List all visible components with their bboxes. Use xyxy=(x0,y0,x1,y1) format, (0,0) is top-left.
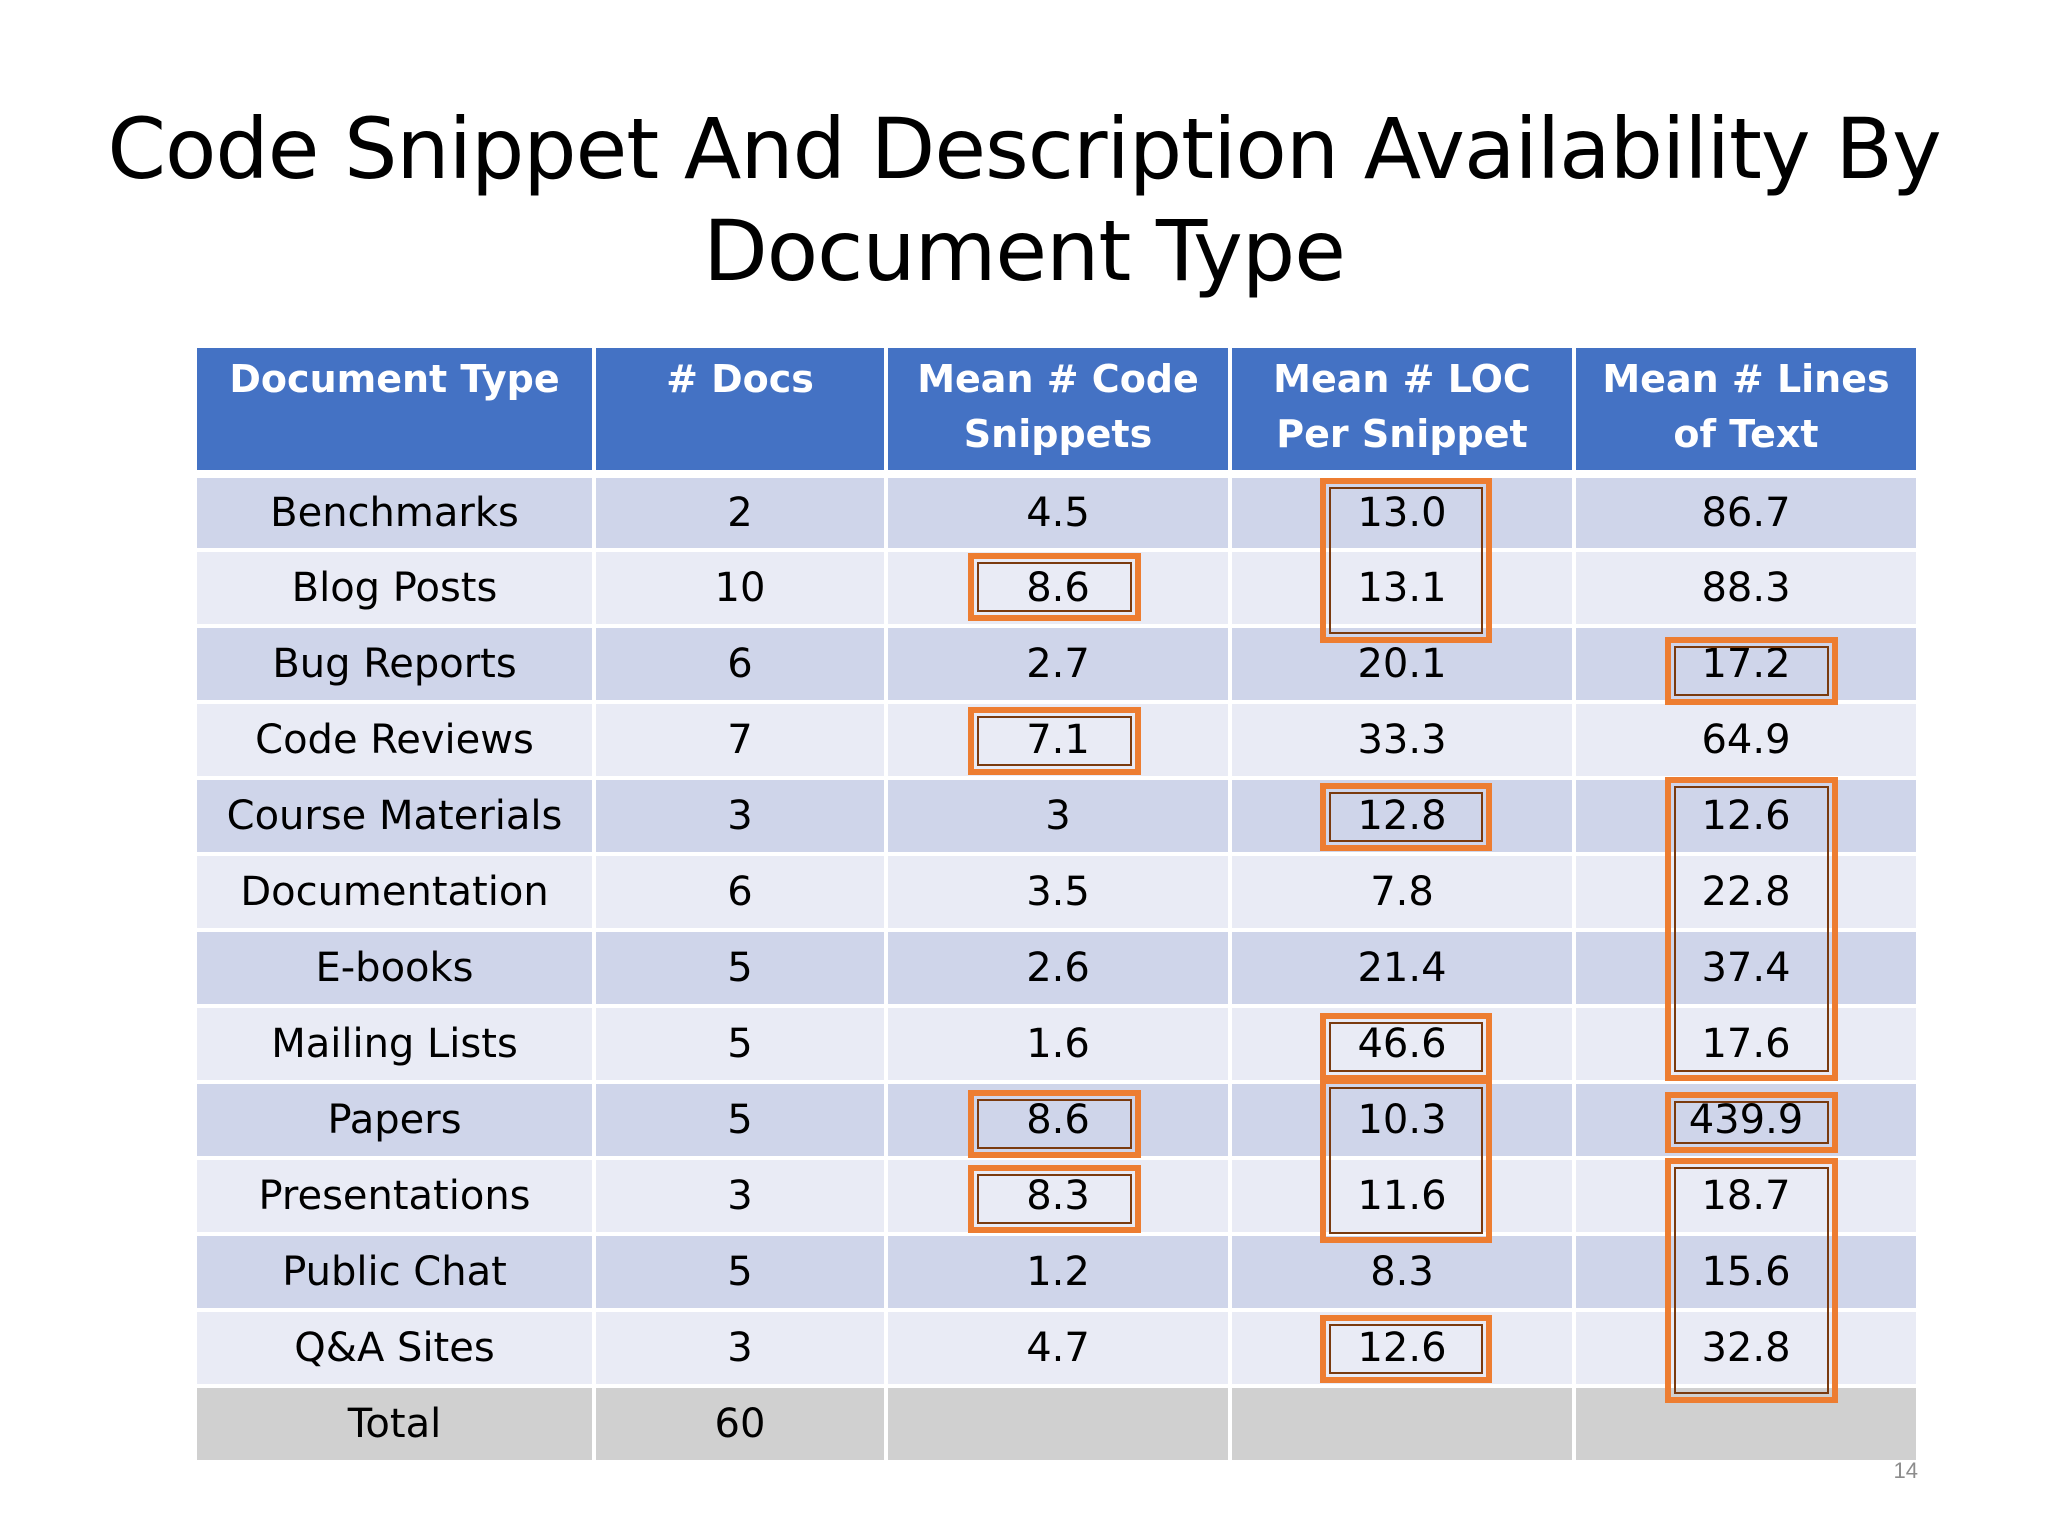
cell-docs: 7 xyxy=(594,702,888,780)
cell-docs: 2 xyxy=(594,474,888,552)
cell-loc-per-snippet: 33.3 xyxy=(1230,702,1576,780)
cell-loc-per-snippet: 11.6 xyxy=(1230,1158,1576,1236)
table-row: Course Materials 3 3 12.8 12.6 xyxy=(197,778,1916,856)
cell-lines-of-text: 12.6 xyxy=(1574,778,1916,856)
cell-code-snippets: 1.2 xyxy=(886,1234,1232,1312)
cell-document-type: Blog Posts xyxy=(197,550,596,628)
cell-total-docs: 60 xyxy=(594,1386,888,1464)
cell-docs: 3 xyxy=(594,1310,888,1388)
cell-document-type: Documentation xyxy=(197,854,596,932)
header-document-type: Document Type xyxy=(197,348,596,478)
cell-document-type: Public Chat xyxy=(197,1234,596,1312)
header-mean-code-snippets: Mean # Code Snippets xyxy=(886,348,1232,478)
cell-loc-per-snippet: 13.0 xyxy=(1230,474,1576,552)
cell-loc-per-snippet: 20.1 xyxy=(1230,626,1576,704)
cell-code-snippets: 4.5 xyxy=(886,474,1232,552)
cell-docs: 5 xyxy=(594,1234,888,1312)
cell-code-snippets: 2.7 xyxy=(886,626,1232,704)
cell-document-type: E-books xyxy=(197,930,596,1008)
table-row: Benchmarks 2 4.5 13.0 86.7 xyxy=(197,474,1916,552)
slide-number: 14 xyxy=(1893,1458,1918,1483)
document-type-table: Document Type # Docs Mean # Code Snippet… xyxy=(197,348,1916,1464)
cell-lines-of-text: 17.2 xyxy=(1574,626,1916,704)
cell-loc-per-snippet: 13.1 xyxy=(1230,550,1576,628)
table-row: Papers 5 8.6 10.3 439.9 xyxy=(197,1082,1916,1160)
cell-code-snippets: 3 xyxy=(886,778,1232,856)
cell-document-type: Benchmarks xyxy=(197,474,596,552)
cell-loc-per-snippet: 7.8 xyxy=(1230,854,1576,932)
cell-document-type: Papers xyxy=(197,1082,596,1160)
cell-lines-of-text: 88.3 xyxy=(1574,550,1916,628)
cell-docs: 3 xyxy=(594,1158,888,1236)
slide-title-line-1: Code Snippet And Description Availabilit… xyxy=(107,100,1941,198)
slide-title: Code Snippet And Description Availabilit… xyxy=(0,98,2048,302)
cell-lines-of-text: 86.7 xyxy=(1574,474,1916,552)
cell-document-type: Bug Reports xyxy=(197,626,596,704)
cell-docs: 5 xyxy=(594,1006,888,1084)
cell-document-type: Presentations xyxy=(197,1158,596,1236)
cell-docs: 3 xyxy=(594,778,888,856)
cell-code-snippets: 3.5 xyxy=(886,854,1232,932)
cell-document-type: Course Materials xyxy=(197,778,596,856)
cell-code-snippets: 4.7 xyxy=(886,1310,1232,1388)
table-row: Bug Reports 6 2.7 20.1 17.2 xyxy=(197,626,1916,704)
cell-code-snippets: 8.6 xyxy=(886,1082,1232,1160)
cell-document-type: Q&A Sites xyxy=(197,1310,596,1388)
cell-code-snippets: 8.3 xyxy=(886,1158,1232,1236)
cell-docs: 6 xyxy=(594,854,888,932)
cell-document-type: Mailing Lists xyxy=(197,1006,596,1084)
cell-docs: 10 xyxy=(594,550,888,628)
header-mean-loc-per-snippet: Mean # LOC Per Snippet xyxy=(1230,348,1576,478)
cell-docs: 5 xyxy=(594,930,888,1008)
table-row: Code Reviews 7 7.1 33.3 64.9 xyxy=(197,702,1916,780)
cell-document-type: Code Reviews xyxy=(197,702,596,780)
cell-lines-of-text: 18.7 xyxy=(1574,1158,1916,1236)
cell-docs: 6 xyxy=(594,626,888,704)
cell-code-snippets: 2.6 xyxy=(886,930,1232,1008)
cell-lines-of-text: 22.8 xyxy=(1574,854,1916,932)
cell-code-snippets: 1.6 xyxy=(886,1006,1232,1084)
table-row: Documentation 6 3.5 7.8 22.8 xyxy=(197,854,1916,932)
header-row: Document Type # Docs Mean # Code Snippet… xyxy=(197,348,1916,478)
cell-total-loc-per-snippet xyxy=(1230,1386,1576,1464)
cell-loc-per-snippet: 12.6 xyxy=(1230,1310,1576,1388)
slide-title-line-2: Document Type xyxy=(703,202,1346,300)
cell-lines-of-text: 37.4 xyxy=(1574,930,1916,1008)
header-docs: # Docs xyxy=(594,348,888,478)
table-row: E-books 5 2.6 21.4 37.4 xyxy=(197,930,1916,1008)
cell-code-snippets: 8.6 xyxy=(886,550,1232,628)
cell-lines-of-text: 17.6 xyxy=(1574,1006,1916,1084)
cell-total-lines-of-text xyxy=(1574,1386,1916,1464)
table-row: Blog Posts 10 8.6 13.1 88.3 xyxy=(197,550,1916,628)
table-row: Public Chat 5 1.2 8.3 15.6 xyxy=(197,1234,1916,1312)
table-row: Presentations 3 8.3 11.6 18.7 xyxy=(197,1158,1916,1236)
cell-total-code-snippets xyxy=(886,1386,1232,1464)
cell-loc-per-snippet: 8.3 xyxy=(1230,1234,1576,1312)
cell-lines-of-text: 32.8 xyxy=(1574,1310,1916,1388)
cell-total-label: Total xyxy=(197,1386,596,1464)
cell-lines-of-text: 439.9 xyxy=(1574,1082,1916,1160)
table-row: Mailing Lists 5 1.6 46.6 17.6 xyxy=(197,1006,1916,1084)
table-row: Q&A Sites 3 4.7 12.6 32.8 xyxy=(197,1310,1916,1388)
header-mean-lines-of-text: Mean # Lines of Text xyxy=(1574,348,1916,478)
cell-loc-per-snippet: 12.8 xyxy=(1230,778,1576,856)
cell-loc-per-snippet: 46.6 xyxy=(1230,1006,1576,1084)
cell-loc-per-snippet: 10.3 xyxy=(1230,1082,1576,1160)
cell-code-snippets: 7.1 xyxy=(886,702,1232,780)
cell-lines-of-text: 15.6 xyxy=(1574,1234,1916,1312)
cell-docs: 5 xyxy=(594,1082,888,1160)
cell-loc-per-snippet: 21.4 xyxy=(1230,930,1576,1008)
table-total-row: Total 60 xyxy=(197,1386,1916,1464)
cell-lines-of-text: 64.9 xyxy=(1574,702,1916,780)
